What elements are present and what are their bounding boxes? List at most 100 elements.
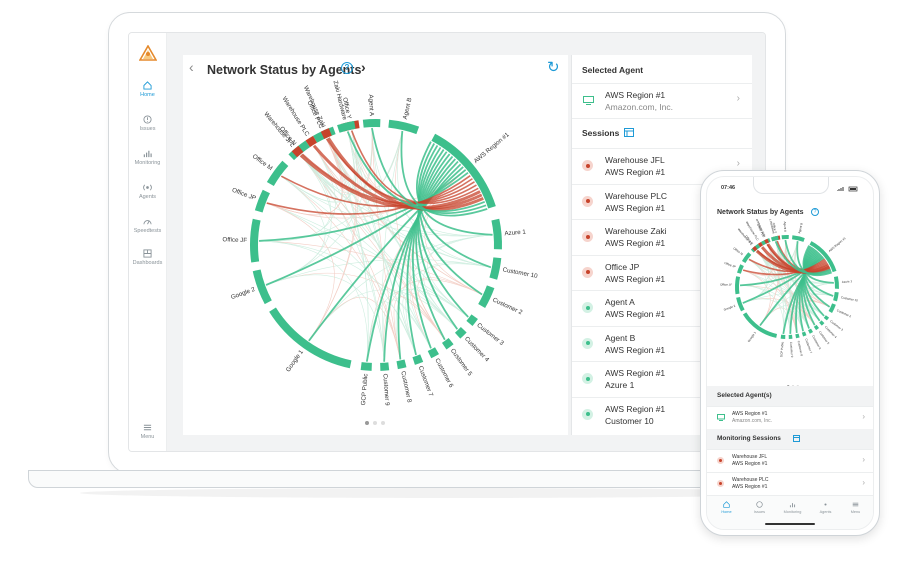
pager-dot[interactable] bbox=[373, 421, 377, 425]
phone-sessions-bar: Monitoring Sessions bbox=[707, 429, 873, 449]
chord-link bbox=[800, 249, 818, 329]
ring-segment bbox=[431, 133, 496, 209]
sidebar-label: Menu bbox=[140, 434, 155, 440]
sidebar-item-issues[interactable]: Issues bbox=[129, 115, 166, 132]
help-icon[interactable]: ? bbox=[341, 62, 353, 74]
chord-label: Agent A bbox=[367, 94, 375, 117]
chord-label: Customer 8 bbox=[797, 340, 804, 356]
session-name: Warehouse PLC bbox=[605, 190, 668, 201]
ring-segment bbox=[454, 326, 467, 339]
app-sidebar: Home Issues Monitoring Agents Speedtests… bbox=[129, 33, 167, 451]
background-chord bbox=[394, 130, 446, 340]
chord-label: Office JF bbox=[720, 282, 732, 286]
phone-chord-diagram: AWS Region #1 Azure 1 Customer 10 Customer … bbox=[720, 219, 859, 358]
status-dot bbox=[582, 337, 593, 349]
session-name: Agent A bbox=[605, 297, 635, 307]
tab-menu[interactable]: Menu bbox=[839, 501, 872, 514]
sidebar-item-speedtests[interactable]: Speedtests bbox=[129, 217, 166, 234]
phone-time: 07:46 bbox=[721, 185, 736, 191]
status-dot bbox=[717, 480, 724, 487]
chord-link bbox=[400, 130, 488, 217]
session-row[interactable]: Office JP AWS Region #1 bbox=[572, 254, 752, 291]
background-chord bbox=[266, 202, 417, 356]
chord-link bbox=[299, 154, 481, 210]
ring-segment bbox=[770, 235, 779, 242]
prev-arrow[interactable]: ‹ bbox=[189, 59, 194, 75]
tab-home[interactable]: Home bbox=[710, 501, 743, 514]
session-row[interactable]: AWS Region #1 Azure 1 bbox=[572, 361, 752, 397]
sidebar-item-home[interactable]: Home bbox=[129, 81, 166, 98]
ring-segment bbox=[491, 218, 502, 250]
chord-label: Customer 6 bbox=[433, 357, 454, 389]
session-row[interactable]: AWS Region #1 Customer 10 bbox=[572, 396, 752, 433]
chord-label: GCP Public bbox=[779, 341, 784, 357]
phone-selected-row[interactable]: AWS Region #1 Amazon.com, Inc. › bbox=[707, 406, 873, 429]
chord-link bbox=[774, 241, 832, 275]
chord-link bbox=[742, 256, 824, 304]
chord-label: AWS Region #1 bbox=[473, 131, 511, 165]
tab-agents[interactable]: Agents bbox=[809, 501, 842, 514]
phone-selected-sub: Amazon.com, Inc. bbox=[732, 418, 773, 424]
phone-session-row[interactable]: Warehouse PLC AWS Region #1 › bbox=[707, 472, 873, 495]
session-row[interactable]: Warehouse PLC AWS Region #1 bbox=[572, 183, 752, 220]
selected-agent-row[interactable]: AWS Region #1 Amazon.com, Inc. › bbox=[572, 83, 752, 119]
chord-label: Office N bbox=[744, 234, 754, 245]
ring-segment bbox=[412, 354, 424, 365]
ring-segment bbox=[252, 269, 272, 305]
session-row[interactable]: Warehouse Zaki AWS Region #1 bbox=[572, 219, 752, 255]
session-name: Agent B bbox=[605, 332, 636, 343]
chord-label: Google 1 bbox=[747, 331, 757, 344]
chord-label: Customer 8 bbox=[399, 370, 413, 403]
background-chord bbox=[423, 262, 491, 330]
logo-icon bbox=[139, 45, 157, 61]
calendar-icon[interactable] bbox=[624, 128, 634, 137]
phone-session-row[interactable]: Warehouse JFL AWS Region #1 › bbox=[707, 449, 873, 472]
background-chord bbox=[281, 131, 355, 203]
tab-monitoring[interactable]: Monitoring bbox=[776, 501, 809, 514]
chord-label: Google 1 bbox=[285, 348, 305, 373]
session-row[interactable]: Warehouse JFL AWS Region #1 › bbox=[572, 148, 752, 184]
refresh-icon[interactable]: ↻ bbox=[547, 59, 560, 76]
chord-link bbox=[327, 137, 484, 212]
session-row[interactable]: Agent A AWS Region #1 bbox=[572, 290, 752, 326]
chord-link bbox=[265, 169, 467, 286]
home-icon bbox=[723, 501, 730, 508]
speedometer-icon bbox=[143, 220, 152, 225]
ring-segment bbox=[823, 315, 830, 321]
ring-segment bbox=[795, 333, 800, 339]
chord-label: Customer 2 bbox=[491, 296, 523, 316]
ring-segment bbox=[780, 334, 786, 339]
sidebar-label: Agents bbox=[138, 194, 157, 200]
phone-notch bbox=[753, 177, 829, 194]
chord-link bbox=[739, 257, 825, 287]
phone-help-icon[interactable]: ? bbox=[811, 208, 819, 216]
background-chord bbox=[775, 241, 804, 332]
sidebar-menu[interactable]: Menu bbox=[129, 423, 166, 440]
alert-icon bbox=[756, 501, 763, 508]
pager-dot[interactable] bbox=[365, 421, 369, 425]
chord-link bbox=[759, 254, 823, 327]
tab-issues[interactable]: Issues bbox=[743, 501, 776, 514]
phone-session-name: Warehouse PLC bbox=[732, 477, 769, 483]
next-arrow[interactable]: › bbox=[361, 59, 366, 75]
chevron-right-icon: › bbox=[736, 158, 740, 169]
chord-link bbox=[371, 127, 487, 215]
sidebar-item-monitoring[interactable]: Monitoring bbox=[129, 149, 166, 166]
ring-segment bbox=[380, 362, 390, 371]
laptop-screen: Home Issues Monitoring Agents Speedtests… bbox=[128, 32, 766, 452]
sidebar-item-agents[interactable]: Agents bbox=[129, 183, 166, 200]
agents-icon bbox=[143, 184, 152, 191]
session-row[interactable]: Agent B AWS Region #1 bbox=[572, 325, 752, 362]
chord-label: Office Y bbox=[341, 97, 352, 120]
chord-diagram: AWS Region #1 Azure 1 Customer 10 Customer … bbox=[222, 80, 538, 406]
chord-label: Customer 9 bbox=[789, 342, 794, 358]
sidebar-item-dashboards[interactable]: Dashboards bbox=[129, 249, 166, 266]
calendar-icon[interactable] bbox=[793, 435, 800, 442]
session-name: AWS Region #1 bbox=[605, 368, 666, 378]
ring-segment bbox=[764, 238, 770, 244]
pager-dot[interactable] bbox=[381, 421, 385, 425]
status-dot bbox=[717, 457, 724, 464]
alert-icon bbox=[143, 115, 152, 124]
sessions-header: Sessions bbox=[582, 128, 620, 138]
selected-agent-header: Selected Agent bbox=[582, 65, 644, 75]
